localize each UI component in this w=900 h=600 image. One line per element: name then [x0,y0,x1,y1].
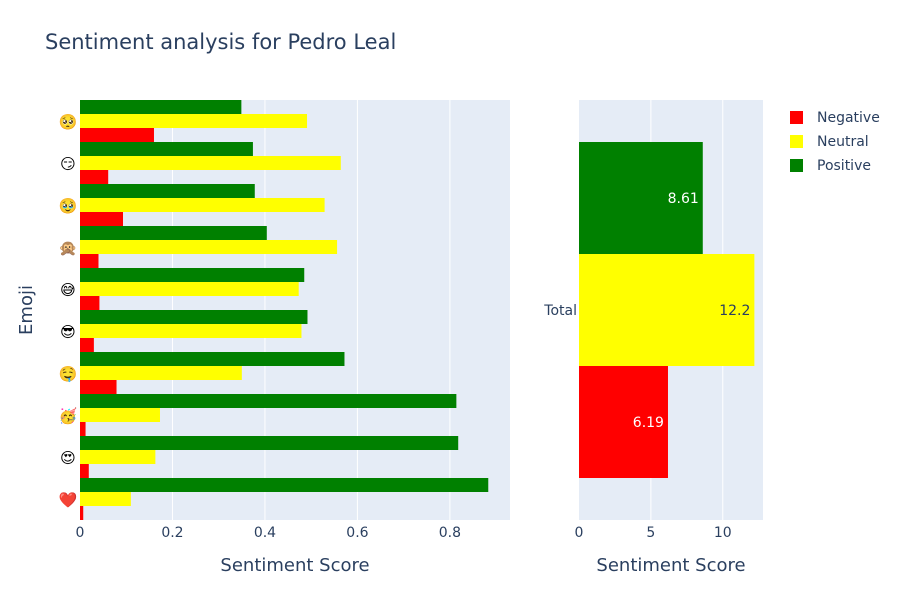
legend-label: Positive [817,158,871,174]
bar-neutral [80,324,302,338]
bar-negative [80,254,99,268]
emoji-tick-label: 🙊 [59,239,78,257]
total-bar-negative [579,366,668,478]
bar-positive [80,310,308,324]
bar-negative [80,422,86,436]
left-x-tick-label: 0 [76,525,85,541]
emoji-tick-label: 🥳 [59,406,78,425]
right-bars: 6.19 12.2 8.61 [579,142,755,478]
bar-negative [80,170,109,184]
left-x-tick-labels: 0 0.2 0.4 0.6 0.8 [76,525,461,541]
bar-positive [80,268,305,282]
total-category-label: Total [543,303,577,319]
bar-positive [80,226,267,240]
legend-item-neutral[interactable]: Neutral [790,134,869,150]
bar-negative [80,338,94,352]
left-x-tick-label: 0.6 [346,525,368,541]
emoji-tick-label: 😎 [60,323,76,341]
bar-positive [80,352,345,366]
legend-label: Negative [817,110,880,126]
legend-label: Neutral [817,134,869,150]
bar-positive [80,184,255,198]
right-x-axis-title: Sentiment Score [596,555,745,576]
total-sentiment-panel: 6.19 12.2 8.61 Total 0 5 10 Sentiment Score [543,100,763,576]
left-x-tick-label: 0.8 [439,525,461,541]
total-bar-value-label: 8.61 [668,191,699,207]
bar-negative [80,506,84,520]
right-x-tick-label: 0 [575,525,584,541]
emoji-tick-label: 🥹 [59,197,78,215]
right-x-tick-labels: 0 5 10 [575,525,732,541]
right-x-tick-label: 5 [646,525,655,541]
legend-swatch [790,159,803,172]
bar-negative [80,464,89,478]
bar-neutral [80,282,299,296]
bar-neutral [80,156,341,170]
left-y-axis-title: Emoji [16,285,37,335]
legend-item-negative[interactable]: Negative [790,110,880,126]
bar-positive [80,142,253,156]
emoji-tick-label: 😍 [60,449,76,467]
left-x-axis-title: Sentiment Score [220,555,369,576]
bar-negative [80,296,100,310]
total-bar-positive [579,142,703,254]
legend-item-positive[interactable]: Positive [790,158,871,174]
total-tick-label: Total [543,303,577,319]
total-bar-value-label: 12.2 [719,303,750,319]
left-x-tick-label: 0.2 [161,525,183,541]
left-bars [80,100,489,520]
legend: Negative Neutral Positive [790,110,880,174]
emoji-tick-label: 🥺 [59,113,78,131]
right-x-tick-label: 10 [714,525,732,541]
total-bar-value-label: 6.19 [633,415,664,431]
emoji-tick-labels: ❤️ 😍 🥳 🤤 😎 😅 🙊 🥹 😏 🥺 [59,113,78,509]
bar-negative [80,212,123,226]
bar-negative [80,128,154,142]
bar-neutral [80,198,325,212]
bar-neutral [80,114,308,128]
bar-neutral [80,408,160,422]
bar-neutral [80,366,242,380]
emoji-tick-label: ❤️ [59,491,78,509]
emoji-tick-label: 😏 [60,155,76,173]
legend-swatch [790,111,803,124]
total-bar-neutral [579,254,755,366]
bar-positive [80,436,459,450]
bar-neutral [80,450,156,464]
left-x-tick-label: 0.4 [254,525,276,541]
bar-positive [80,478,489,492]
legend-swatch [790,135,803,148]
emoji-sentiment-panel: ❤️ 😍 🥳 🤤 😎 😅 🙊 🥹 😏 🥺 0 0.2 0.4 0.6 0.8 Sentiment Scor… [16,100,510,576]
chart-title: Sentiment analysis for Pedro Leal [45,30,396,54]
bar-positive [80,394,457,408]
bar-neutral [80,492,131,506]
emoji-tick-label: 😅 [60,281,76,299]
bar-negative [80,380,117,394]
bar-neutral [80,240,338,254]
bar-positive [80,100,242,114]
emoji-tick-label: 🤤 [59,365,78,383]
